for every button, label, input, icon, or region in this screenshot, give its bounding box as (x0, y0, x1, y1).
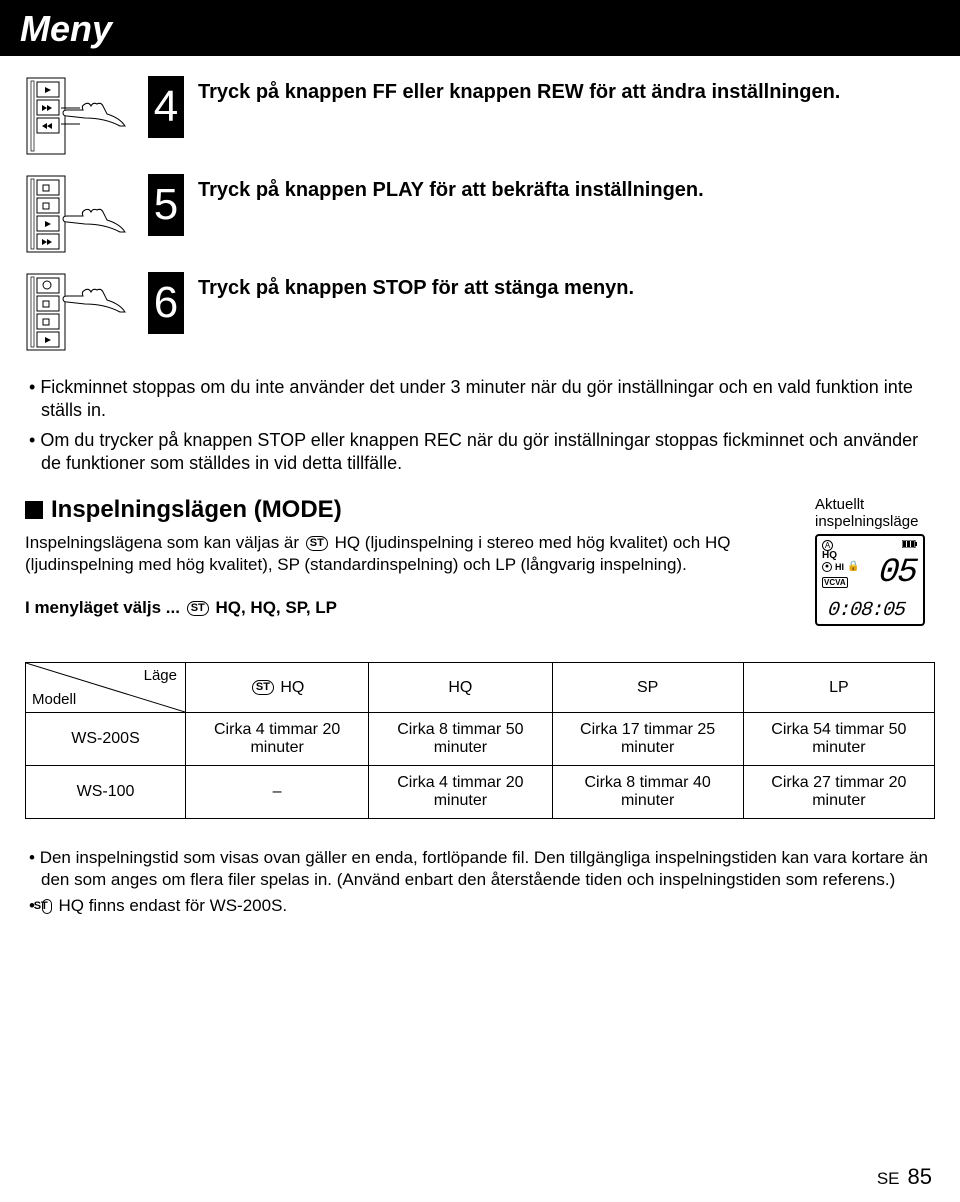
table-row: WS-200S Cirka 4 timmar 20 minuter Cirka … (26, 713, 935, 766)
note-2: • Om du trycker på knappen STOP eller kn… (25, 429, 935, 476)
table-cell: Cirka 8 timmar 50 minuter (369, 713, 552, 766)
table-cell: Cirka 8 timmar 40 minuter (552, 766, 743, 819)
table-cell: Cirka 4 timmar 20 minuter (369, 766, 552, 819)
mode-section-main: Inspelningslägen (MODE) Inspelningslägen… (25, 496, 815, 618)
table-cell: Cirka 27 timmar 20 minuter (743, 766, 934, 819)
mode-section-body: Inspelningslägena som kan väljas är ST H… (25, 532, 803, 576)
table-header-row: Läge Modell ST HQ HQ SP LP (26, 663, 935, 713)
device-illustration-5 (25, 174, 130, 254)
model-cell: WS-200S (26, 713, 186, 766)
mode-section: Inspelningslägen (MODE) Inspelningslägen… (25, 496, 935, 627)
page-header: Meny (0, 0, 960, 56)
step-number-5: 5 (148, 174, 184, 236)
mic-icon: ● (822, 562, 832, 572)
step-number-4: 4 (148, 76, 184, 138)
model-cell: WS-100 (26, 766, 186, 819)
st-badge-icon: ST (187, 601, 209, 616)
step-4: 4 Tryck på knappen FF eller knappen REW … (25, 76, 935, 156)
device-illustration-4 (25, 76, 130, 156)
page-number: SE85 (877, 1164, 932, 1190)
lcd-display: A HQ ● HI 🔒 VCVA 05 0:08:05 (815, 534, 925, 626)
lcd-time: 0:08:05 (828, 599, 905, 622)
battery-icon (902, 540, 918, 551)
lcd-caption: Aktuellt inspelningsläge (815, 496, 935, 531)
step-text-6: Tryck på knappen STOP för att stänga men… (198, 272, 634, 301)
col-header-sthq: ST HQ (186, 663, 369, 713)
table-row: WS-100 – Cirka 4 timmar 20 minuter Cirka… (26, 766, 935, 819)
table-diag-header: Läge Modell (26, 663, 186, 713)
mode-section-title: Inspelningslägen (MODE) (25, 496, 803, 524)
step-number-6: 6 (148, 272, 184, 334)
device-illustration-6 (25, 272, 130, 352)
col-header-lp: LP (743, 663, 934, 713)
vcva-badge: VCVA (822, 577, 848, 588)
menu-mode-line: I menyläget väljs ... ST HQ, HQ, SP, LP (25, 598, 803, 618)
col-header-sp: SP (552, 663, 743, 713)
content-area: 4 Tryck på knappen FF eller knappen REW … (0, 56, 960, 917)
header-title: Meny (20, 8, 112, 49)
table-cell: Cirka 17 timmar 25 minuter (552, 713, 743, 766)
lcd-sensitivity: HI (835, 562, 844, 572)
st-badge-icon: ST (252, 680, 274, 695)
lcd-column: Aktuellt inspelningsläge A HQ ● HI 🔒 (815, 496, 935, 627)
recording-modes-table: Läge Modell ST HQ HQ SP LP WS-200S Cirka… (25, 662, 935, 819)
col-header-hq: HQ (369, 663, 552, 713)
footer-notes: • Den inspelningstid som visas ovan gäll… (25, 847, 935, 917)
table-cell: Cirka 4 timmar 20 minuter (186, 713, 369, 766)
lock-icon: 🔒 (847, 561, 859, 572)
step-text-4: Tryck på knappen FF eller knappen REW fö… (198, 76, 840, 105)
table-cell: Cirka 54 timmar 50 minuter (743, 713, 934, 766)
footer-note-1: • Den inspelningstid som visas ovan gäll… (25, 847, 935, 891)
st-badge-icon: ST (306, 536, 328, 551)
step-5: 5 Tryck på knappen PLAY för att bekräfta… (25, 174, 935, 254)
st-badge-icon: ST (42, 899, 52, 914)
step-text-5: Tryck på knappen PLAY för att bekräfta i… (198, 174, 704, 203)
note-1: • Fickminnet stoppas om du inte använder… (25, 376, 935, 423)
step-6: 6 Tryck på knappen STOP för att stänga m… (25, 272, 935, 352)
lcd-file-number: 05 (879, 554, 916, 592)
footer-note-2: • ST HQ finns endast för WS-200S. (25, 895, 935, 917)
square-bullet-icon (25, 501, 43, 519)
table-cell: – (186, 766, 369, 819)
notes-block: • Fickminnet stoppas om du inte använder… (25, 376, 935, 476)
